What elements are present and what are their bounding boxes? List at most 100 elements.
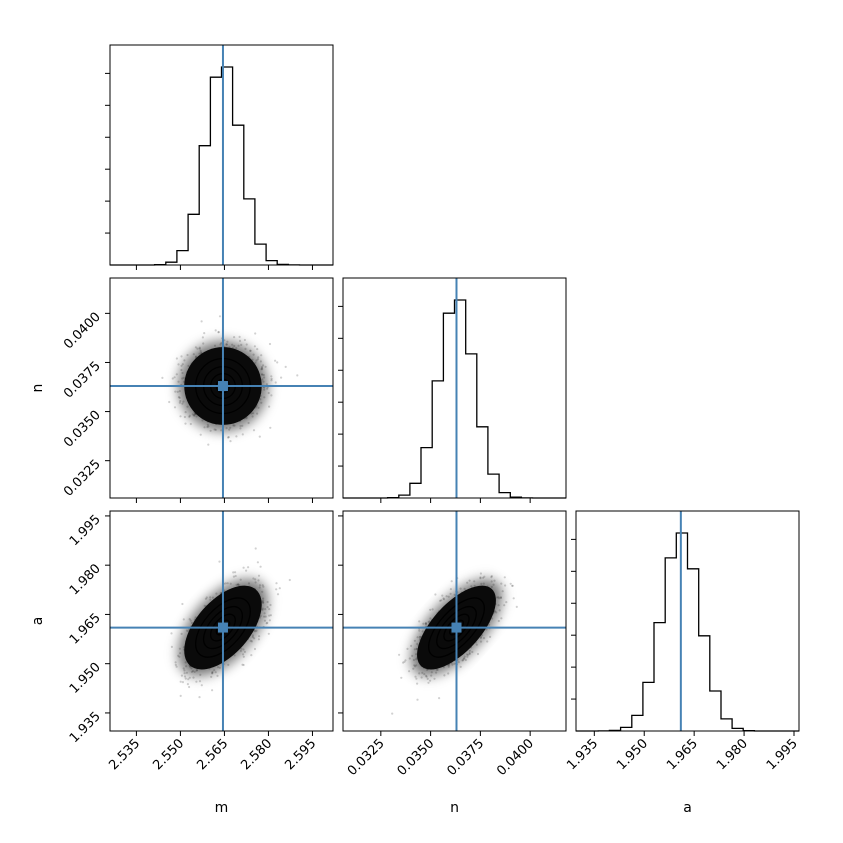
scatter-point bbox=[233, 336, 236, 339]
scatter-point bbox=[439, 599, 442, 602]
scatter-point bbox=[268, 619, 271, 622]
scatter-point bbox=[486, 640, 489, 643]
scatter-point bbox=[203, 332, 206, 335]
scatter-point bbox=[509, 582, 512, 585]
panel-frame bbox=[109, 44, 334, 266]
scatter-point bbox=[415, 677, 418, 680]
xtick-label-m: 2.580 bbox=[238, 736, 275, 773]
scatter-point bbox=[184, 677, 187, 680]
scatter-point bbox=[449, 588, 452, 591]
xtick-label-a: 1.995 bbox=[764, 736, 801, 773]
xtick-label-n: 0.0400 bbox=[494, 736, 537, 779]
scatter-point bbox=[497, 619, 500, 623]
scatter-point bbox=[288, 578, 291, 582]
scatter-point bbox=[270, 394, 273, 397]
scatter-point bbox=[280, 376, 283, 379]
truth-marker bbox=[217, 622, 228, 633]
scatter-point bbox=[182, 618, 185, 621]
yaxis-label-n: n bbox=[30, 384, 46, 393]
contour-level-2 bbox=[202, 605, 243, 650]
scatter-point bbox=[252, 429, 256, 432]
scatter-point bbox=[227, 436, 230, 439]
scatter-point bbox=[275, 588, 278, 591]
scatter-point bbox=[434, 593, 437, 596]
scatter-point bbox=[179, 680, 182, 683]
contour-level-1 bbox=[428, 597, 485, 658]
scatter-point bbox=[188, 685, 191, 689]
scatter-point bbox=[174, 663, 177, 667]
scatter-point bbox=[503, 604, 506, 607]
scatter-point bbox=[194, 346, 197, 349]
scatter-point bbox=[210, 675, 213, 679]
scatter-point bbox=[296, 374, 299, 377]
scatter-point bbox=[257, 638, 260, 641]
scatter-point bbox=[445, 595, 448, 598]
scatter-point bbox=[226, 582, 229, 585]
scatter-point bbox=[429, 679, 432, 682]
scatter-point bbox=[183, 672, 186, 675]
scatter-point bbox=[181, 681, 184, 684]
scatter-point bbox=[510, 584, 514, 587]
xtick-label-m: 2.595 bbox=[282, 736, 319, 773]
scatter-point bbox=[257, 579, 260, 582]
scatter-point bbox=[265, 622, 268, 625]
scatter-point bbox=[260, 354, 263, 357]
scatter-point bbox=[256, 348, 259, 351]
scatter-point bbox=[218, 560, 221, 563]
scatter-point bbox=[238, 335, 241, 338]
scatter-point bbox=[511, 584, 514, 587]
scatter-point bbox=[479, 577, 482, 580]
scatter-point bbox=[442, 597, 445, 600]
scatter-point bbox=[188, 676, 191, 679]
panel-frame bbox=[109, 277, 334, 499]
contour-level-3 bbox=[443, 613, 470, 642]
scatter-point bbox=[503, 576, 506, 579]
scatter-point bbox=[427, 681, 430, 684]
panel-frame bbox=[575, 510, 800, 732]
contour-level-1 bbox=[195, 597, 251, 658]
scatter-point bbox=[254, 547, 257, 550]
scatter-point bbox=[179, 415, 182, 418]
scatter-point bbox=[266, 621, 269, 625]
scatter-point bbox=[400, 676, 403, 679]
scatter-point bbox=[179, 694, 182, 698]
panel-frame bbox=[109, 510, 334, 732]
scatter-point bbox=[410, 644, 413, 648]
panel-frame bbox=[342, 277, 567, 499]
scatter-point bbox=[391, 712, 394, 715]
scatter-point bbox=[418, 620, 421, 623]
scatter-point bbox=[274, 359, 277, 362]
scatter-point bbox=[202, 342, 205, 345]
scatter-point bbox=[207, 443, 210, 446]
scatter-point bbox=[459, 665, 462, 669]
scatter-point bbox=[268, 608, 271, 611]
scatter-point bbox=[500, 617, 503, 620]
scatter-point bbox=[515, 605, 518, 609]
xtick-label-m: 2.565 bbox=[194, 736, 231, 773]
scatter-point bbox=[232, 571, 235, 574]
scatter-point bbox=[476, 652, 480, 656]
scatter-point bbox=[180, 632, 183, 636]
scatter-point bbox=[442, 598, 446, 601]
scatter-point bbox=[180, 364, 183, 367]
scatter-point bbox=[425, 675, 428, 678]
scatter-point bbox=[241, 663, 244, 666]
ytick-label-a: 1.995 bbox=[67, 512, 104, 549]
scatter-point bbox=[214, 329, 217, 332]
yaxis-label-a: a bbox=[30, 617, 46, 626]
scatter-point bbox=[447, 672, 450, 675]
scatter-point bbox=[199, 433, 202, 436]
scatter-point bbox=[490, 576, 493, 579]
scatter-point bbox=[176, 390, 179, 393]
scatter-point bbox=[180, 355, 183, 358]
scatter-point bbox=[242, 655, 245, 658]
scatter-point bbox=[489, 635, 492, 639]
scatter-point bbox=[250, 654, 253, 657]
scatter-point bbox=[483, 575, 486, 578]
scatter-point bbox=[416, 682, 419, 685]
scatter-point bbox=[258, 435, 261, 438]
scatter-point bbox=[466, 581, 469, 584]
ytick-label-n: 0.0325 bbox=[61, 457, 104, 500]
scatter-point bbox=[183, 359, 186, 362]
scatter-point bbox=[404, 659, 407, 662]
